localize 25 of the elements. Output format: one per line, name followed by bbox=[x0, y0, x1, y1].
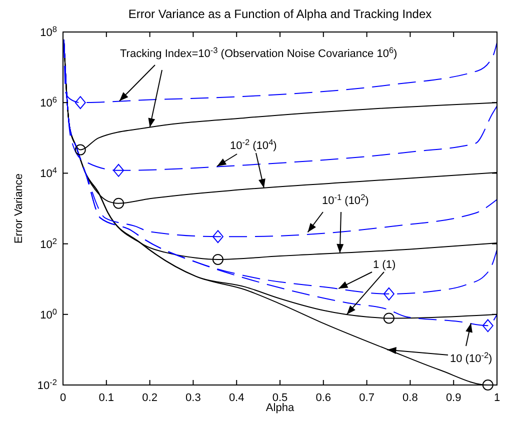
y-tick-label: 10$^{2}$ bbox=[40, 236, 58, 251]
y-tick-label: 10$^{-2}$ bbox=[37, 378, 58, 392]
x-tick-label: 1 bbox=[494, 392, 500, 404]
chart-title: Error Variance as a Function of Alpha and Tracking Index bbox=[128, 7, 432, 21]
y-tick-label: 10$^{0}$ bbox=[40, 306, 58, 322]
annotation: 10 (10$^{-2}$) bbox=[450, 350, 492, 365]
y-axis-title: Error Variance bbox=[13, 173, 25, 244]
y-tick-label: 10$^{6}$ bbox=[40, 95, 58, 110]
x-tick-label: 0.2 bbox=[142, 392, 158, 404]
annotation: Tracking Index=10$^{-3}$ (Observation Noise Covariance 10$^{6}$) bbox=[120, 46, 398, 60]
x-tick-label: 0.9 bbox=[446, 392, 462, 404]
x-tick-label: 0.4 bbox=[228, 392, 244, 404]
x-tick-label: 0.7 bbox=[359, 392, 374, 404]
y-tick-label: 10$^{8}$ bbox=[40, 24, 58, 39]
x-tick-label: 0.5 bbox=[272, 392, 288, 404]
annotation: 10$^{-2}$ (10$^{4}$) bbox=[230, 138, 277, 152]
x-tick-label: 0 bbox=[60, 392, 66, 404]
y-tick-label: 10$^{4}$ bbox=[40, 166, 58, 180]
x-tick-label: 0.6 bbox=[316, 392, 332, 404]
x-axis-title: Alpha bbox=[266, 402, 295, 414]
x-tick-label: 0.1 bbox=[98, 392, 114, 404]
annotation: 1 (1) bbox=[373, 259, 396, 271]
x-tick-label: 0.8 bbox=[402, 392, 418, 404]
x-tick-label: 0.3 bbox=[186, 392, 201, 404]
annotation: 10$^{-1}$ (10$^{2}$) bbox=[322, 192, 369, 207]
